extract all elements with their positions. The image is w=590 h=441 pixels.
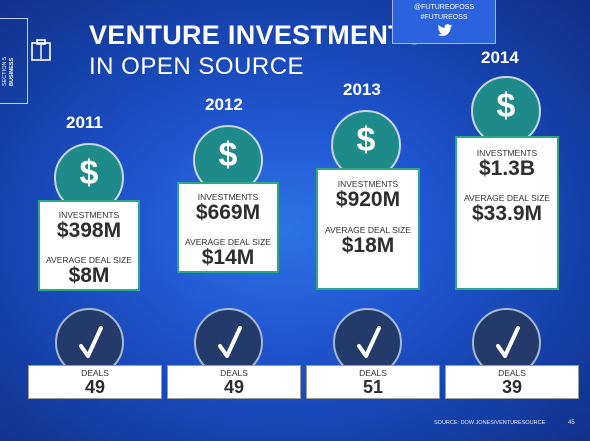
- section-number: SECTION 5: [2, 56, 8, 86]
- deals-label: DEALS: [220, 368, 248, 378]
- deals-value: 49: [84, 377, 106, 397]
- avg-deal-label: AVERAGE DEAL SIZE: [325, 225, 411, 235]
- deals-box-2012: DEALS 49: [167, 365, 301, 399]
- year-label-2011: 2011: [66, 113, 103, 132]
- investments-label: INVESTMENTS: [58, 210, 120, 220]
- social-hashtag: #FUTUREOSS: [420, 14, 468, 21]
- section-tab: [0, 18, 28, 104]
- investments-value: $669M: [195, 201, 261, 224]
- avg-deal-value: $14M: [201, 246, 255, 269]
- year-label-2014: 2014: [481, 48, 519, 67]
- avg-deal-label: AVERAGE DEAL SIZE: [46, 255, 132, 265]
- social-handle: @FUTUREOFOSS: [414, 4, 474, 11]
- deals-label: DEALS: [498, 368, 526, 378]
- twitter-bird-icon: [437, 24, 453, 37]
- deals-value: 51: [362, 377, 384, 397]
- investment-card-2014: INVESTMENTS $1.3B AVERAGE DEAL SIZE $33.…: [455, 136, 559, 290]
- deals-label: DEALS: [359, 368, 387, 378]
- page-title: VENTURE INVESTMENTS: [89, 20, 424, 50]
- deals-value: 39: [501, 377, 523, 397]
- briefcase-icon: [31, 39, 51, 61]
- investment-card-2012: INVESTMENTS $669M AVERAGE DEAL SIZE $14M: [177, 182, 279, 273]
- investments-label: INVESTMENTS: [337, 179, 399, 189]
- section-label: SECTION 5 BUSINESS: [2, 57, 16, 86]
- year-label-2012: 2012: [205, 95, 243, 114]
- source-note: SOURCE: DOW JONES/VENTURESOURCE: [434, 420, 546, 426]
- year-label-2013: 2013: [343, 80, 381, 99]
- deals-label: DEALS: [81, 368, 109, 378]
- deals-box-2014: DEALS 39: [445, 365, 579, 399]
- deals-value: 49: [223, 377, 245, 397]
- investments-label: INVESTMENTS: [197, 192, 259, 202]
- deals-box-2011: DEALS 49: [28, 365, 162, 399]
- avg-deal-label: AVERAGE DEAL SIZE: [464, 193, 550, 203]
- investments-value: $398M: [56, 219, 122, 242]
- deals-box-2013: DEALS 51: [306, 365, 440, 399]
- avg-deal-label: AVERAGE DEAL SIZE: [185, 237, 271, 247]
- dollar-icon: $: [471, 76, 541, 146]
- investment-card-2013: INVESTMENTS $920M AVERAGE DEAL SIZE $18M: [316, 168, 420, 290]
- investments-value: $1.3B: [478, 157, 536, 180]
- investments-label: INVESTMENTS: [476, 148, 538, 158]
- avg-deal-value: $33.9M: [471, 202, 543, 225]
- social-box: @FUTUREOFOSS #FUTUREOSS: [392, 0, 496, 44]
- page-subtitle: IN OPEN SOURCE: [89, 53, 305, 80]
- page-number: 45: [568, 420, 575, 426]
- avg-deal-value: $8M: [68, 264, 110, 287]
- investment-card-2011: INVESTMENTS $398M AVERAGE DEAL SIZE $8M: [38, 200, 140, 291]
- section-name: BUSINESS: [9, 57, 15, 86]
- investments-value: $920M: [335, 188, 401, 211]
- avg-deal-value: $18M: [341, 234, 395, 257]
